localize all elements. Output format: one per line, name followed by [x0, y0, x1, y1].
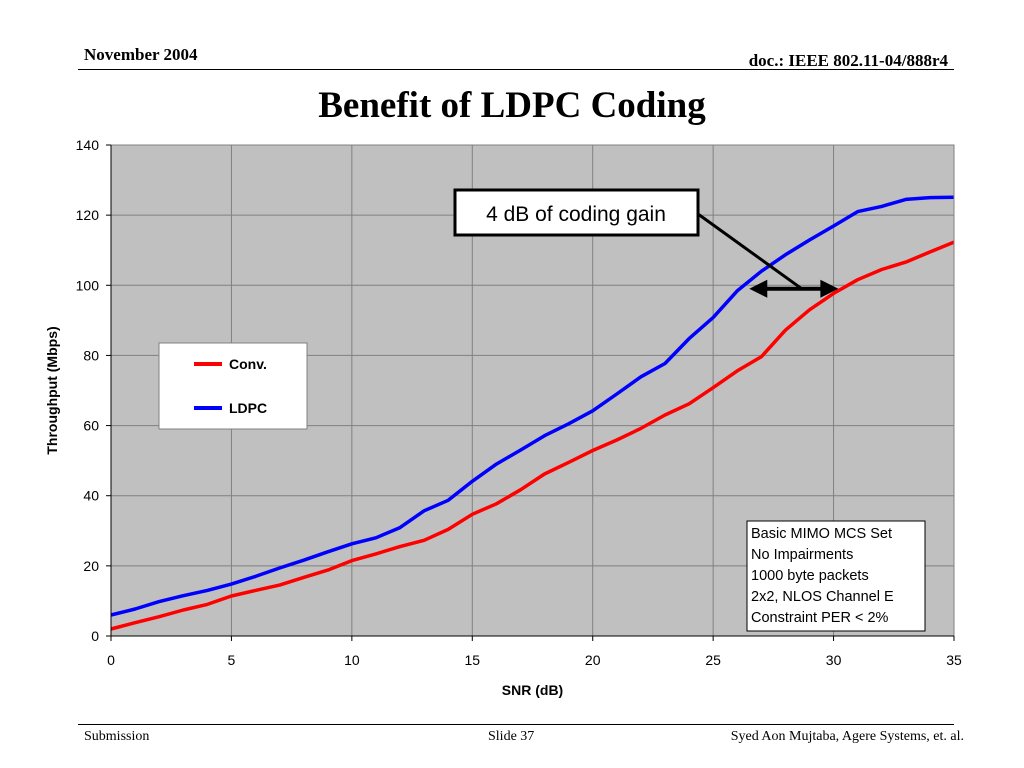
note-line: No Impairments	[751, 547, 853, 563]
y-axis-label: Throughput (Mbps)	[44, 326, 60, 454]
x-tick-label: 0	[107, 652, 115, 668]
x-tick-label: 5	[228, 652, 236, 668]
note-line: Constraint PER < 2%	[751, 610, 889, 626]
y-tick-label: 0	[91, 628, 99, 644]
x-tick-label: 15	[464, 652, 480, 668]
footer-rule	[78, 724, 954, 725]
x-tick-label: 10	[344, 652, 360, 668]
legend-label-conv: Conv.	[229, 356, 267, 372]
x-tick-label: 30	[826, 652, 842, 668]
y-tick-label: 120	[76, 207, 100, 223]
legend-label-ldpc: LDPC	[229, 400, 267, 416]
y-tick-label: 40	[83, 488, 99, 504]
note-line: 2x2, NLOS Channel E	[751, 589, 894, 605]
y-tick-label: 140	[76, 137, 100, 153]
legend: Conv. LDPC	[159, 343, 307, 429]
x-tick-label: 25	[705, 652, 721, 668]
y-tick-label: 80	[83, 347, 99, 363]
callout-text: 4 dB of coding gain	[486, 203, 666, 226]
footer-submission: Submission	[84, 729, 149, 745]
x-axis-label: SNR (dB)	[502, 682, 563, 698]
x-tick-label: 35	[946, 652, 962, 668]
x-tick-label: 20	[585, 652, 601, 668]
y-tick-label: 60	[83, 418, 99, 434]
throughput-chart: 0 5 10 15 20 25 30 35 0 20 40 60 80 100 120 140 SNR (dB…	[0, 0, 1024, 768]
note-line: 1000 byte packets	[751, 568, 869, 584]
footer-author: Syed Aon Mujtaba, Agere Systems, et. al.	[731, 729, 964, 745]
y-tick-label: 100	[76, 277, 100, 293]
footer-slide-number: Slide 37	[488, 729, 534, 745]
y-tick-label: 20	[83, 558, 99, 574]
note-line: Basic MIMO MCS Set	[751, 526, 892, 542]
